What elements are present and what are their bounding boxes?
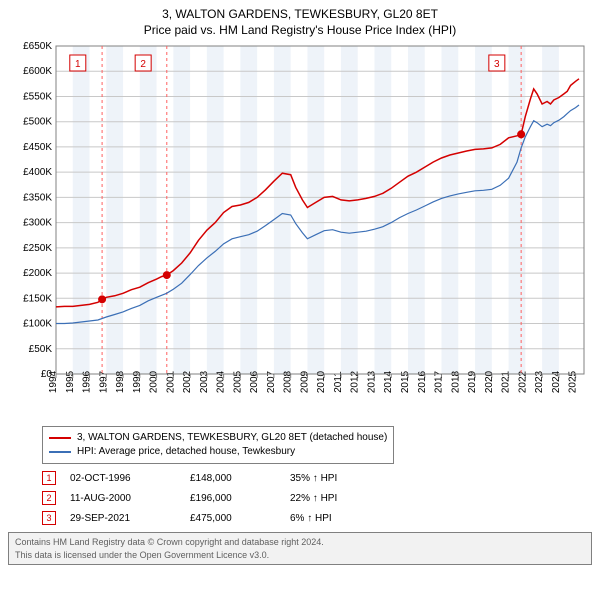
title-line-1: 3, WALTON GARDENS, TEWKESBURY, GL20 8ET bbox=[8, 6, 592, 22]
svg-text:£150K: £150K bbox=[23, 294, 52, 305]
svg-text:£50K: £50K bbox=[29, 344, 53, 355]
legend-swatch bbox=[49, 437, 71, 439]
svg-text:£100K: £100K bbox=[23, 319, 52, 330]
svg-text:£450K: £450K bbox=[23, 142, 52, 153]
svg-text:£350K: £350K bbox=[23, 193, 52, 204]
legend-label: HPI: Average price, detached house, Tewk… bbox=[77, 445, 295, 459]
sale-badge: 2 bbox=[42, 491, 56, 505]
sale-date: 29-SEP-2021 bbox=[70, 513, 190, 524]
svg-text:£550K: £550K bbox=[23, 92, 52, 103]
svg-text:£200K: £200K bbox=[23, 268, 52, 279]
chart-svg: £0£50K£100K£150K£200K£250K£300K£350K£400… bbox=[8, 40, 592, 420]
sale-price: £475,000 bbox=[190, 513, 290, 524]
sale-date: 02-OCT-1996 bbox=[70, 473, 190, 484]
svg-text:£500K: £500K bbox=[23, 117, 52, 128]
legend-swatch bbox=[49, 451, 71, 453]
sales-table: 1 02-OCT-1996 £148,000 35% ↑ HPI 2 11-AU… bbox=[42, 468, 592, 528]
svg-text:£400K: £400K bbox=[23, 168, 52, 179]
svg-text:1: 1 bbox=[75, 59, 81, 70]
svg-text:£600K: £600K bbox=[23, 67, 52, 78]
sale-price: £196,000 bbox=[190, 493, 290, 504]
svg-text:£650K: £650K bbox=[23, 41, 52, 52]
legend-item: 3, WALTON GARDENS, TEWKESBURY, GL20 8ET … bbox=[49, 431, 387, 445]
chart-plot: £0£50K£100K£150K£200K£250K£300K£350K£400… bbox=[8, 40, 592, 420]
sale-pct: 6% ↑ HPI bbox=[290, 513, 410, 524]
svg-text:£250K: £250K bbox=[23, 243, 52, 254]
footer-line: Contains HM Land Registry data © Crown c… bbox=[15, 536, 585, 548]
svg-text:2: 2 bbox=[140, 59, 146, 70]
sale-pct: 22% ↑ HPI bbox=[290, 493, 410, 504]
sale-badge: 1 bbox=[42, 471, 56, 485]
legend-label: 3, WALTON GARDENS, TEWKESBURY, GL20 8ET … bbox=[77, 431, 387, 445]
sale-pct: 35% ↑ HPI bbox=[290, 473, 410, 484]
footer-line: This data is licensed under the Open Gov… bbox=[15, 549, 585, 561]
legend: 3, WALTON GARDENS, TEWKESBURY, GL20 8ET … bbox=[42, 426, 394, 464]
legend-item: HPI: Average price, detached house, Tewk… bbox=[49, 445, 387, 459]
title-line-2: Price paid vs. HM Land Registry's House … bbox=[8, 22, 592, 38]
sale-badge: 3 bbox=[42, 511, 56, 525]
table-row: 3 29-SEP-2021 £475,000 6% ↑ HPI bbox=[42, 508, 592, 528]
svg-text:3: 3 bbox=[494, 59, 500, 70]
chart-container: { "title": { "line1": "3, WALTON GARDENS… bbox=[0, 0, 600, 569]
chart-title: 3, WALTON GARDENS, TEWKESBURY, GL20 8ET … bbox=[8, 6, 592, 38]
svg-text:£300K: £300K bbox=[23, 218, 52, 229]
sale-price: £148,000 bbox=[190, 473, 290, 484]
sale-date: 11-AUG-2000 bbox=[70, 493, 190, 504]
table-row: 2 11-AUG-2000 £196,000 22% ↑ HPI bbox=[42, 488, 592, 508]
table-row: 1 02-OCT-1996 £148,000 35% ↑ HPI bbox=[42, 468, 592, 488]
attribution-footer: Contains HM Land Registry data © Crown c… bbox=[8, 532, 592, 564]
